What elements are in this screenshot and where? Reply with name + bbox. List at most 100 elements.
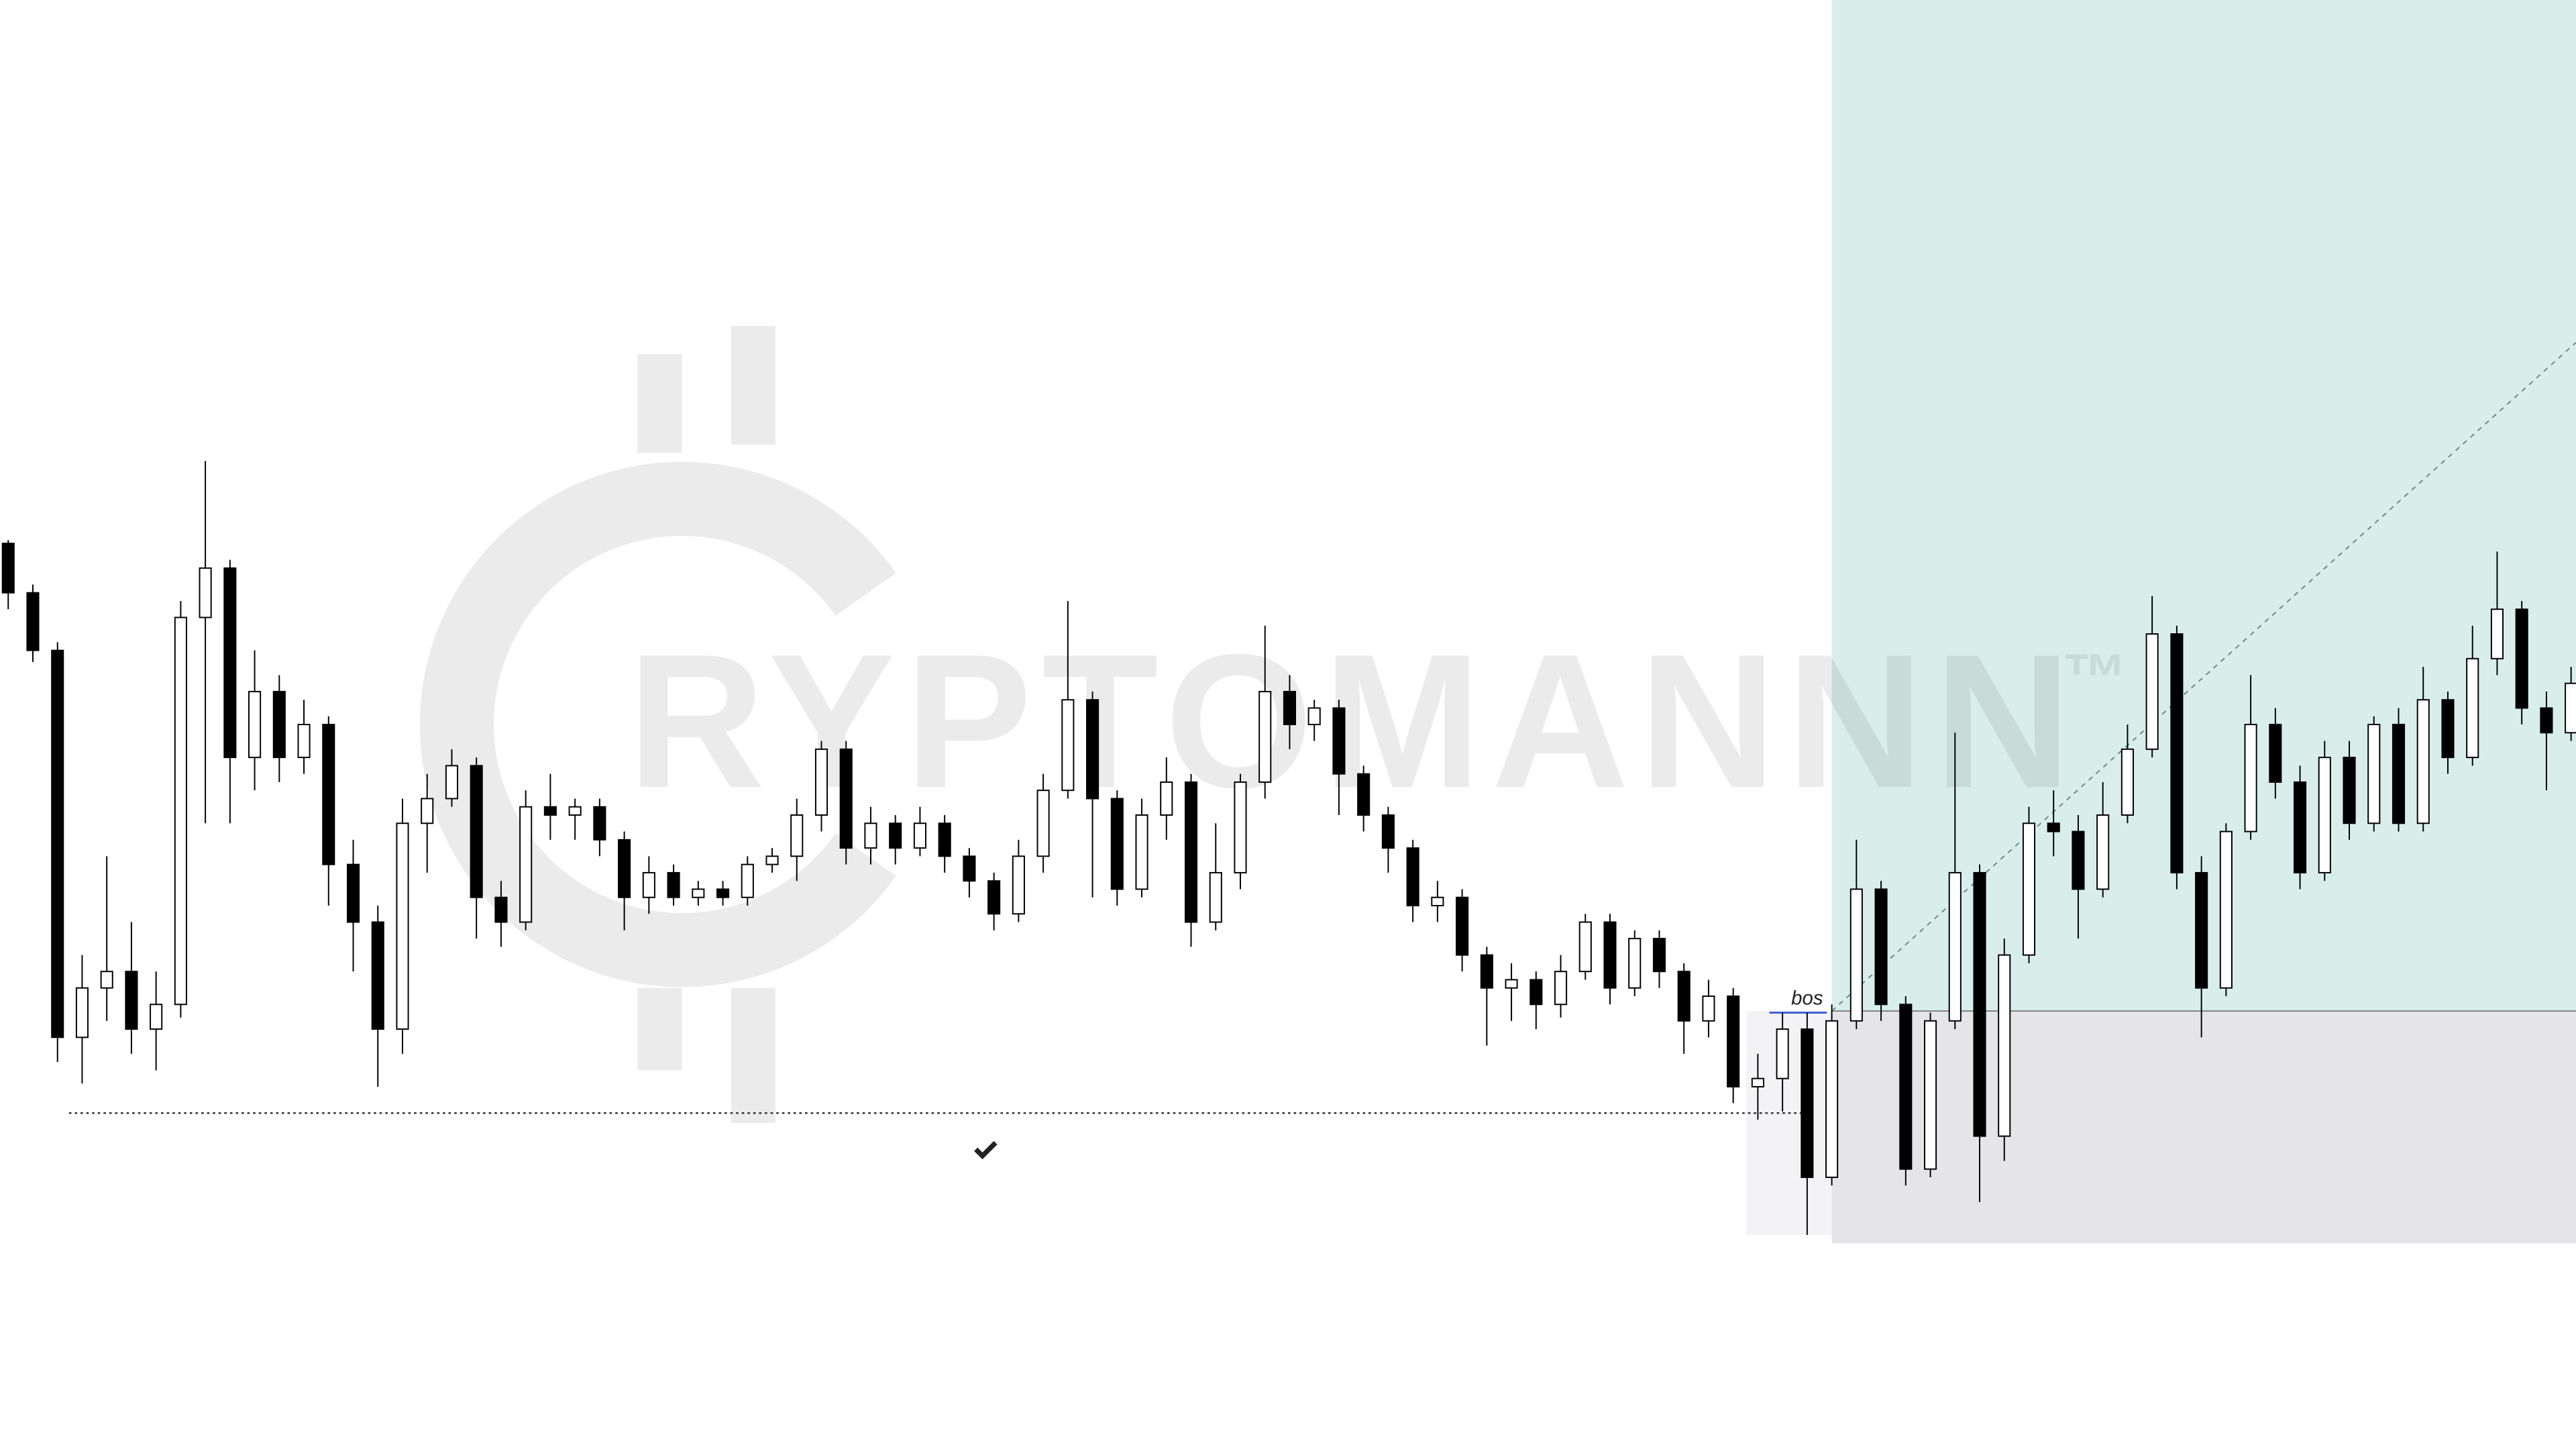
candle-body bbox=[1456, 896, 1469, 956]
candle-body bbox=[1036, 790, 1050, 857]
candle-body bbox=[913, 822, 926, 849]
candle-body bbox=[864, 822, 877, 849]
candle-body bbox=[1061, 699, 1075, 792]
candle-body bbox=[1628, 938, 1642, 989]
candle-body bbox=[2294, 781, 2307, 873]
candle-body bbox=[396, 822, 409, 1030]
candle-body bbox=[2219, 830, 2233, 989]
candle-body bbox=[297, 724, 311, 759]
candle-body bbox=[1529, 979, 1543, 1006]
candle-body bbox=[1849, 888, 1863, 1022]
candle-body bbox=[889, 822, 902, 849]
candle-body bbox=[1825, 1020, 1839, 1178]
candle-body bbox=[2565, 682, 2576, 734]
candle-body bbox=[421, 798, 434, 824]
candle-body bbox=[1307, 707, 1321, 725]
candle-body bbox=[2490, 608, 2504, 659]
candle-body bbox=[1899, 1004, 1913, 1170]
candle-body bbox=[839, 748, 853, 849]
candle-body bbox=[2318, 757, 2331, 873]
candle-body bbox=[2269, 724, 2282, 783]
logo-bar bbox=[731, 987, 775, 1123]
candle-body bbox=[1283, 690, 1297, 725]
candle-body bbox=[1801, 1028, 1814, 1178]
candle-body bbox=[1776, 1028, 1789, 1079]
candle-body bbox=[1160, 781, 1173, 816]
candle-body bbox=[75, 987, 89, 1038]
candle-body bbox=[543, 806, 557, 816]
logo-bar bbox=[637, 354, 682, 453]
candle-body bbox=[1357, 773, 1371, 816]
candle-body bbox=[346, 863, 360, 923]
candle-body bbox=[1751, 1077, 1764, 1087]
logo-bar bbox=[637, 987, 682, 1071]
order-block bbox=[1746, 1011, 1832, 1235]
candle-body bbox=[1727, 996, 1740, 1087]
candle-body bbox=[2121, 748, 2134, 816]
logo-ring bbox=[419, 462, 896, 987]
candle-body bbox=[2515, 608, 2528, 709]
candle-body bbox=[150, 1004, 163, 1030]
candle-body bbox=[1702, 996, 1715, 1022]
candle-body bbox=[125, 971, 138, 1030]
candle-body bbox=[2047, 822, 2060, 833]
candle-body bbox=[1554, 971, 1568, 1006]
watermark-mark: ™ bbox=[2061, 640, 2127, 714]
candle-body bbox=[814, 748, 828, 816]
candle-body bbox=[2367, 724, 2381, 824]
candle-body bbox=[2441, 699, 2455, 759]
candle-body bbox=[1998, 954, 2011, 1137]
candle-body bbox=[100, 971, 113, 989]
candle-body bbox=[1110, 798, 1124, 890]
candle-body bbox=[26, 592, 40, 651]
candle-body bbox=[790, 814, 804, 857]
candle-body bbox=[692, 888, 705, 898]
target-zone bbox=[1831, 0, 2576, 1012]
candle-body bbox=[199, 567, 212, 619]
candle-body bbox=[1973, 871, 1986, 1137]
candle-body bbox=[2466, 657, 2479, 759]
watermark-text: RYPTOMANNN bbox=[628, 615, 2082, 828]
candle-body bbox=[1, 543, 15, 594]
logo-bar bbox=[731, 326, 775, 445]
candle-body bbox=[1135, 814, 1148, 890]
candle-body bbox=[2145, 633, 2159, 750]
candle-body bbox=[2244, 724, 2257, 833]
candle-body bbox=[1948, 871, 1962, 1022]
candle-body bbox=[248, 690, 262, 759]
candle-body bbox=[667, 871, 680, 898]
candle-body bbox=[1381, 814, 1395, 849]
candle-body bbox=[2392, 724, 2406, 824]
candle-body bbox=[963, 855, 976, 882]
candle-body bbox=[2096, 814, 2110, 890]
candle-body bbox=[1234, 781, 1247, 873]
candle-body bbox=[174, 616, 187, 1006]
candle-body bbox=[2540, 707, 2553, 734]
candle-body bbox=[223, 567, 237, 759]
candle-body bbox=[1086, 699, 1099, 800]
candle-body bbox=[1406, 847, 1419, 906]
candle-body bbox=[322, 724, 335, 865]
stop-zone bbox=[1831, 1011, 2576, 1244]
candle-body bbox=[371, 921, 384, 1030]
bos-label: bos bbox=[1791, 987, 1823, 1009]
watermark: RYPTOMANNN ™ bbox=[419, 326, 2127, 1123]
candle-body bbox=[1258, 690, 1272, 783]
candle-body bbox=[494, 896, 508, 923]
candle-body bbox=[519, 806, 533, 923]
candle-body bbox=[2343, 757, 2356, 824]
candle-body bbox=[1603, 921, 1617, 989]
candle-body bbox=[445, 765, 459, 800]
candles bbox=[1, 461, 2576, 1235]
candle-body bbox=[1431, 896, 1444, 906]
candle-body bbox=[938, 822, 951, 857]
candle-body bbox=[1652, 938, 1666, 973]
candle-body bbox=[2170, 633, 2184, 873]
candle-body bbox=[568, 806, 582, 816]
candle-body bbox=[1332, 707, 1346, 775]
candle-body bbox=[1209, 871, 1222, 923]
candle-body bbox=[765, 855, 779, 865]
candle-body bbox=[2416, 699, 2430, 824]
candle-body bbox=[1874, 888, 1888, 1006]
